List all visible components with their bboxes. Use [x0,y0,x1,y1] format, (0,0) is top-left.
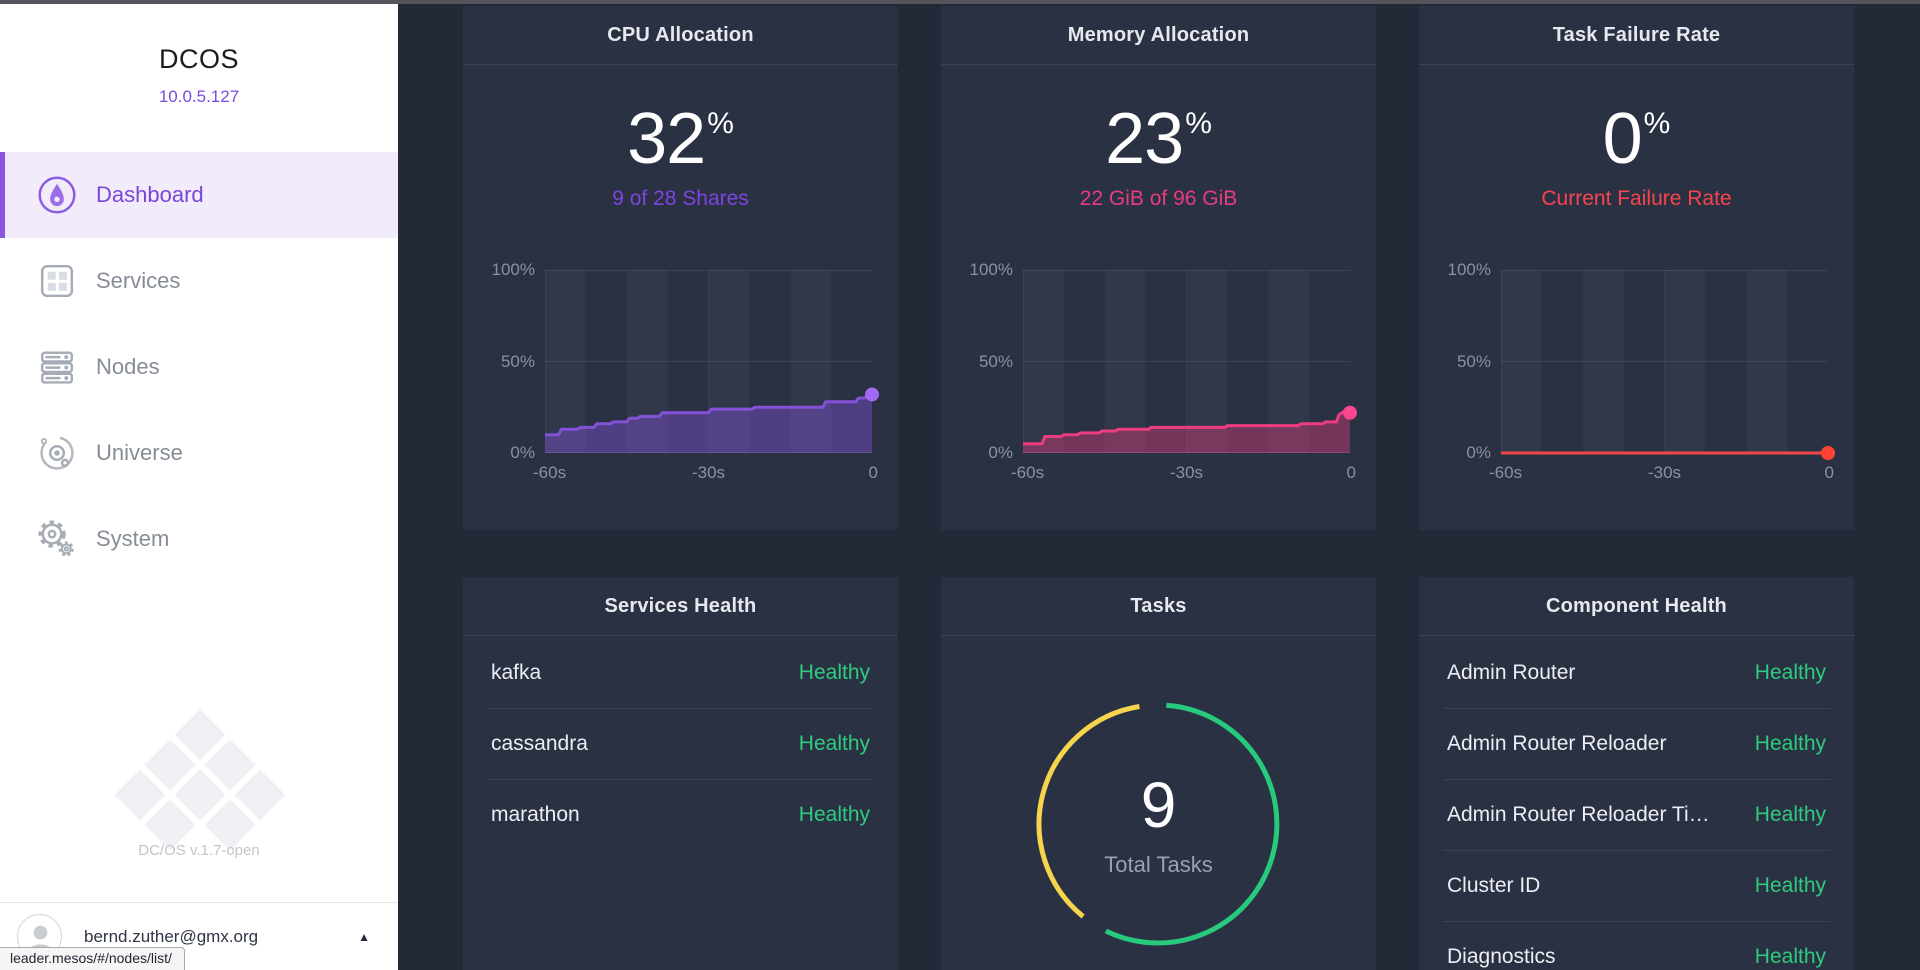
failure-percentage: 0% [1602,99,1671,179]
cluster-name: DCOS [158,44,239,74]
sidebar: DCOS 10.0.5.127 Dashboard [0,4,398,970]
panel-memory-allocation: Memory Allocation 23% 22 GiB of 96 GiB 1… [941,6,1376,530]
sidebar-item-system[interactable]: System [0,496,398,582]
sidebar-item-label: Universe [96,440,183,465]
sidebar-item-label: System [96,526,170,551]
service-name: cassandra [491,731,588,755]
panel-title: CPU Allocation [463,6,898,65]
component-health-row[interactable]: Admin Router Reloader Healthy [1419,708,1854,779]
health-status-badge: Healthy [798,802,870,826]
component-health-row[interactable]: Admin Router Reloader Ti… Healthy [1419,779,1854,850]
gears-icon [36,518,78,560]
health-status-badge: Healthy [798,660,870,684]
dcos-version: DC/OS v.1.7-open [138,842,260,859]
health-status-badge: Healthy [1754,873,1826,897]
panel-title: Tasks [941,577,1376,636]
total-tasks-label: Total Tasks [1104,852,1213,877]
tasks-donut-chart [1033,699,1283,949]
sidebar-item-universe[interactable]: Universe [0,410,398,496]
sidebar-item-services[interactable]: Services [0,238,398,324]
sidebar-item-nodes[interactable]: Nodes [0,324,398,410]
component-name: Admin Router Reloader Ti… [1447,802,1710,826]
user-email: bernd.zuther@gmx.org [84,926,259,946]
component-name: Admin Router Reloader [1447,731,1667,755]
cpu-shares-text: 9 of 28 Shares [612,187,749,210]
component-health-row[interactable]: Cluster ID Healthy [1419,850,1854,921]
sidebar-item-dashboard[interactable]: Dashboard [0,152,398,238]
component-name: Admin Router [1447,660,1576,684]
sidebar-item-label: Dashboard [96,182,204,207]
component-name: Diagnostics [1447,944,1556,968]
cluster-ip: 10.0.5.127 [158,87,240,106]
chevron-up-icon: ▲ [358,929,370,944]
total-tasks-count: 9 [1140,769,1177,841]
panel-title: Component Health [1419,577,1854,636]
service-name: kafka [491,660,542,684]
health-status-badge: Healthy [1754,944,1826,968]
panel-component-health: Component Health Admin Router Healthy Ad… [1419,577,1854,970]
panel-task-failure-rate: Task Failure Rate 0% Current Failure Rat… [1419,6,1854,530]
failure-chart: 100% 50% 0% -60s -30s 0 [1447,260,1835,482]
memory-chart: 100% 50% 0% -60s -30s 0 [969,260,1357,482]
cpu-percentage: 32% [627,99,734,179]
panel-title: Task Failure Rate [1419,6,1854,65]
service-health-row[interactable]: marathon Healthy [463,779,898,850]
service-health-row[interactable]: cassandra Healthy [463,708,898,779]
service-health-row[interactable]: kafka Healthy [463,637,898,708]
component-name: Cluster ID [1447,873,1541,897]
cpu-chart: 100% 50% 0% -60s -30s 0 [491,260,879,482]
component-health-row[interactable]: Diagnostics Healthy [1419,921,1854,970]
dashboard-main: CPU Allocation 32% 9 of 28 Shares 100% 50… [398,0,1920,970]
panel-services-health: Services Health kafka Healthy cassandra … [463,577,898,970]
sidebar-menu: Dashboard Services [0,152,398,582]
service-name: marathon [491,802,580,826]
component-health-row[interactable]: Admin Router Healthy [1419,637,1854,708]
panel-cpu-allocation: CPU Allocation 32% 9 of 28 Shares 100% 50… [463,6,898,530]
memory-percentage: 23% [1105,99,1212,179]
health-status-badge: Healthy [1754,660,1826,684]
orbit-icon [36,432,78,474]
browser-top-strip [0,0,1920,4]
servers-icon [36,346,78,388]
sidebar-item-label: Services [96,268,181,293]
health-status-badge: Healthy [1754,802,1826,826]
health-status-badge: Healthy [798,731,870,755]
services-health-list: kafka Healthy cassandra Healthy marathon… [463,637,898,850]
component-health-list: Admin Router Healthy Admin Router Reload… [1419,637,1854,970]
panel-title: Memory Allocation [941,6,1376,65]
memory-gib-text: 22 GiB of 96 GiB [1079,187,1238,210]
failure-rate-text: Current Failure Rate [1541,187,1732,210]
panel-title: Services Health [463,577,898,636]
browser-status-bar-link: leader.mesos/#/nodes/list/ [0,947,185,970]
panel-tasks: Tasks 9 Total Tasks [941,577,1376,970]
gauge-icon [36,174,78,216]
grid-icon [36,260,78,302]
health-status-badge: Healthy [1754,731,1826,755]
brand: DCOS 10.0.5.127 [0,4,398,107]
sidebar-item-label: Nodes [96,354,160,379]
